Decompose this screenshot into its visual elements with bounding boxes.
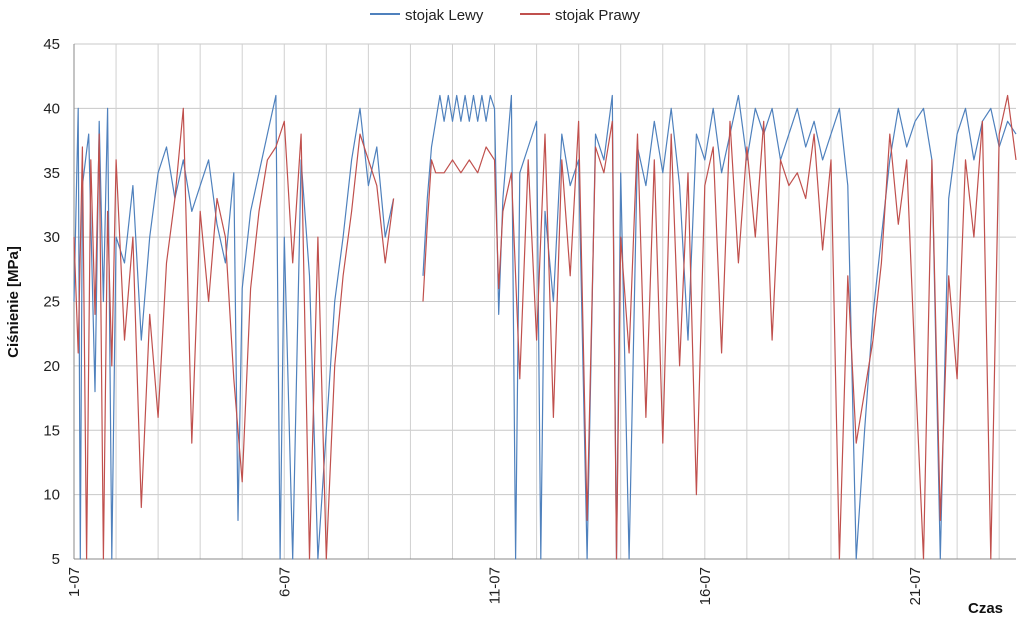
x-tick-label: 16-07 — [697, 567, 714, 605]
x-tick-label: 6-07 — [276, 567, 293, 597]
legend: stojak Lewy stojak Prawy — [370, 7, 641, 24]
x-tick-label: 21-07 — [907, 567, 924, 605]
y-tick-label: 10 — [43, 487, 60, 504]
y-tick-labels: 5 10 15 20 25 30 35 40 45 — [43, 36, 60, 568]
y-tick-label: 35 — [43, 165, 60, 182]
y-tick-label: 30 — [43, 229, 60, 246]
y-tick-label: 20 — [43, 358, 60, 375]
series-layer — [73, 94, 1017, 560]
y-tick-label: 5 — [52, 551, 60, 568]
series-line-lewy — [73, 94, 1017, 560]
x-axis-title: Czas — [968, 600, 1003, 617]
y-tick-label: 45 — [43, 36, 60, 53]
y-tick-label: 40 — [43, 100, 60, 117]
y-tick-label: 15 — [43, 422, 60, 439]
legend-label-prawy: stojak Prawy — [555, 7, 641, 24]
y-axis-title: Ciśnienie [MPa] — [5, 246, 22, 358]
x-tick-labels: 1-07 6-07 11-07 16-07 21-07 — [66, 567, 924, 605]
legend-label-lewy: stojak Lewy — [405, 7, 484, 24]
y-tick-label: 25 — [43, 294, 60, 311]
x-tick-label: 11-07 — [487, 567, 504, 604]
series-line-prawy — [73, 94, 1017, 560]
x-tick-label: 1-07 — [66, 567, 83, 597]
